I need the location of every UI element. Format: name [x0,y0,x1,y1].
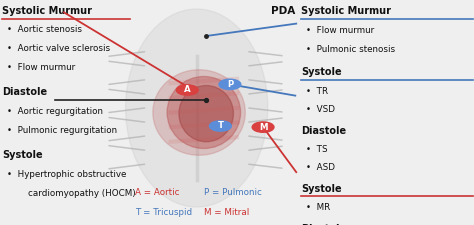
Text: •  Aortic stenosis: • Aortic stenosis [7,25,82,34]
Ellipse shape [153,70,246,155]
Ellipse shape [179,86,233,142]
Text: T: T [218,122,223,130]
Text: Systolic Murmur: Systolic Murmur [2,6,92,16]
Text: •  Pulmonic stenosis: • Pulmonic stenosis [306,45,395,54]
Text: •  Flow murmur: • Flow murmur [7,63,75,72]
Text: Diastole: Diastole [301,224,346,225]
Text: P: P [227,80,233,89]
Text: cardiomyopathy (HOCM): cardiomyopathy (HOCM) [28,189,136,198]
Text: A: A [184,86,191,94]
Text: T = Tricuspid: T = Tricuspid [135,208,192,217]
Text: Diastole: Diastole [2,87,47,97]
Text: PDA: PDA [271,6,295,16]
Text: M: M [259,123,267,132]
Ellipse shape [167,76,240,148]
Text: •  Aortic regurgitation: • Aortic regurgitation [7,107,103,116]
Text: •  Flow murmur: • Flow murmur [306,26,374,35]
Ellipse shape [126,9,268,207]
Text: •  ASD: • ASD [306,163,335,172]
Text: •  TS: • TS [306,145,328,154]
Circle shape [176,85,198,95]
Text: P = Pulmonic: P = Pulmonic [204,188,262,197]
Text: Systolic Murmur: Systolic Murmur [301,6,391,16]
Text: •  Pulmonic regurgitation: • Pulmonic regurgitation [7,126,117,135]
Text: M = Mitral: M = Mitral [204,208,249,217]
Circle shape [252,122,274,132]
Text: Systole: Systole [301,184,342,194]
Text: Systole: Systole [301,68,342,77]
Text: Diastole: Diastole [301,126,346,136]
Text: Systole: Systole [2,150,43,160]
Text: •  VSD: • VSD [306,105,335,114]
Circle shape [210,121,231,131]
Text: •  TR: • TR [306,87,328,96]
Text: •  Aortic valve sclerosis: • Aortic valve sclerosis [7,44,110,53]
Text: •  MR: • MR [306,203,330,212]
Text: A = Aortic: A = Aortic [135,188,180,197]
Circle shape [219,79,241,90]
Text: •  Hypertrophic obstructive: • Hypertrophic obstructive [7,170,127,179]
